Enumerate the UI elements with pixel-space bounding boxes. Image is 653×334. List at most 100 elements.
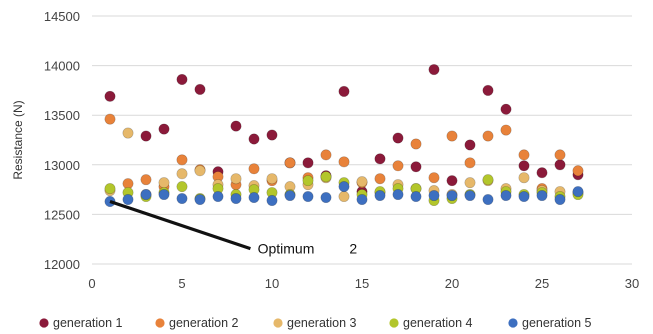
- data-point: [536, 167, 548, 179]
- y-tick-label: 14500: [44, 9, 80, 24]
- legend-marker: [273, 318, 283, 328]
- legend-marker: [155, 318, 165, 328]
- data-point: [482, 194, 494, 206]
- data-point: [284, 157, 296, 169]
- data-point: [536, 190, 548, 202]
- data-point: [338, 156, 350, 168]
- data-point: [464, 190, 476, 202]
- data-point: [428, 172, 440, 184]
- series-2: [104, 113, 584, 195]
- data-point: [320, 149, 332, 161]
- data-point: [266, 195, 278, 207]
- data-point: [320, 192, 332, 204]
- data-point: [176, 193, 188, 205]
- x-tick-label: 20: [445, 276, 459, 291]
- data-point: [194, 165, 206, 177]
- y-tick-label: 12000: [44, 257, 80, 272]
- data-point: [266, 173, 278, 185]
- data-point: [464, 177, 476, 189]
- data-point: [410, 191, 422, 203]
- legend-item: generation 1: [39, 316, 123, 330]
- data-point: [446, 190, 458, 202]
- data-point: [248, 163, 260, 175]
- data-point: [374, 190, 386, 202]
- y-tick-label: 14000: [44, 59, 80, 74]
- data-point: [482, 130, 494, 142]
- data-point: [176, 73, 188, 85]
- x-tick-label: 30: [625, 276, 639, 291]
- data-point: [464, 139, 476, 151]
- x-tick-labels: 0 5 10 15 20 25 30: [88, 276, 639, 291]
- legend-label: generation 4: [403, 316, 473, 330]
- data-point: [356, 176, 368, 188]
- data-point: [356, 194, 368, 206]
- data-point: [104, 90, 116, 102]
- data-point: [500, 190, 512, 202]
- x-tick-label: 25: [535, 276, 549, 291]
- data-point: [176, 168, 188, 180]
- data-point: [392, 160, 404, 172]
- series-5: [104, 181, 584, 208]
- y-axis-label: Resistance (N): [11, 100, 25, 179]
- data-point: [230, 120, 242, 132]
- data-point: [212, 191, 224, 203]
- data-point: [572, 165, 584, 177]
- data-point: [140, 189, 152, 201]
- data-point: [248, 192, 260, 204]
- data-point: [518, 172, 530, 184]
- data-point: [302, 175, 314, 187]
- data-point: [338, 181, 350, 193]
- legend-marker: [39, 318, 49, 328]
- legend-label: generation 1: [53, 316, 123, 330]
- data-point: [428, 64, 440, 76]
- data-point: [428, 190, 440, 202]
- legend-marker: [389, 318, 399, 328]
- data-point: [374, 153, 386, 165]
- legend-label: generation 2: [169, 316, 239, 330]
- stray-annotation-mark: 2: [349, 241, 357, 257]
- data-point: [554, 149, 566, 161]
- legend-item: generation 4: [389, 316, 473, 330]
- data-point: [158, 177, 170, 189]
- data-point: [194, 194, 206, 206]
- data-point: [338, 85, 350, 97]
- data-point: [392, 132, 404, 144]
- data-point: [554, 194, 566, 206]
- legend-label: generation 5: [522, 316, 592, 330]
- data-point: [482, 84, 494, 96]
- data-point: [122, 194, 134, 206]
- y-tick-label: 12500: [44, 207, 80, 222]
- legend-label: generation 3: [287, 316, 357, 330]
- data-point: [482, 174, 494, 186]
- legend-item: generation 3: [273, 316, 357, 330]
- data-point: [122, 127, 134, 139]
- data-point: [176, 154, 188, 166]
- data-point: [410, 138, 422, 150]
- series-1: [104, 64, 584, 198]
- data-point: [284, 190, 296, 202]
- data-point: [320, 171, 332, 183]
- optimum-pointer-line: [109, 199, 251, 251]
- legend-item: generation 2: [155, 316, 239, 330]
- legend: generation 1 generation 2 generation 3 gene…: [39, 316, 592, 330]
- legend-marker: [508, 318, 518, 328]
- data-point: [446, 130, 458, 142]
- y-tick-labels: 12000 12500 13000 13500 14000 14500: [44, 9, 80, 272]
- legend-item: generation 5: [508, 316, 592, 330]
- data-point: [518, 191, 530, 203]
- grid-lines: [92, 15, 632, 265]
- x-tick-label: 15: [355, 276, 369, 291]
- data-point: [230, 173, 242, 185]
- data-points: [104, 64, 584, 208]
- data-point: [158, 123, 170, 135]
- data-point: [554, 159, 566, 171]
- data-point: [518, 160, 530, 172]
- data-point: [302, 191, 314, 203]
- data-point: [572, 186, 584, 198]
- data-point: [158, 189, 170, 201]
- data-point: [248, 133, 260, 145]
- optimum-annotation: Optimum: [258, 241, 315, 257]
- data-point: [518, 149, 530, 161]
- data-point: [140, 174, 152, 186]
